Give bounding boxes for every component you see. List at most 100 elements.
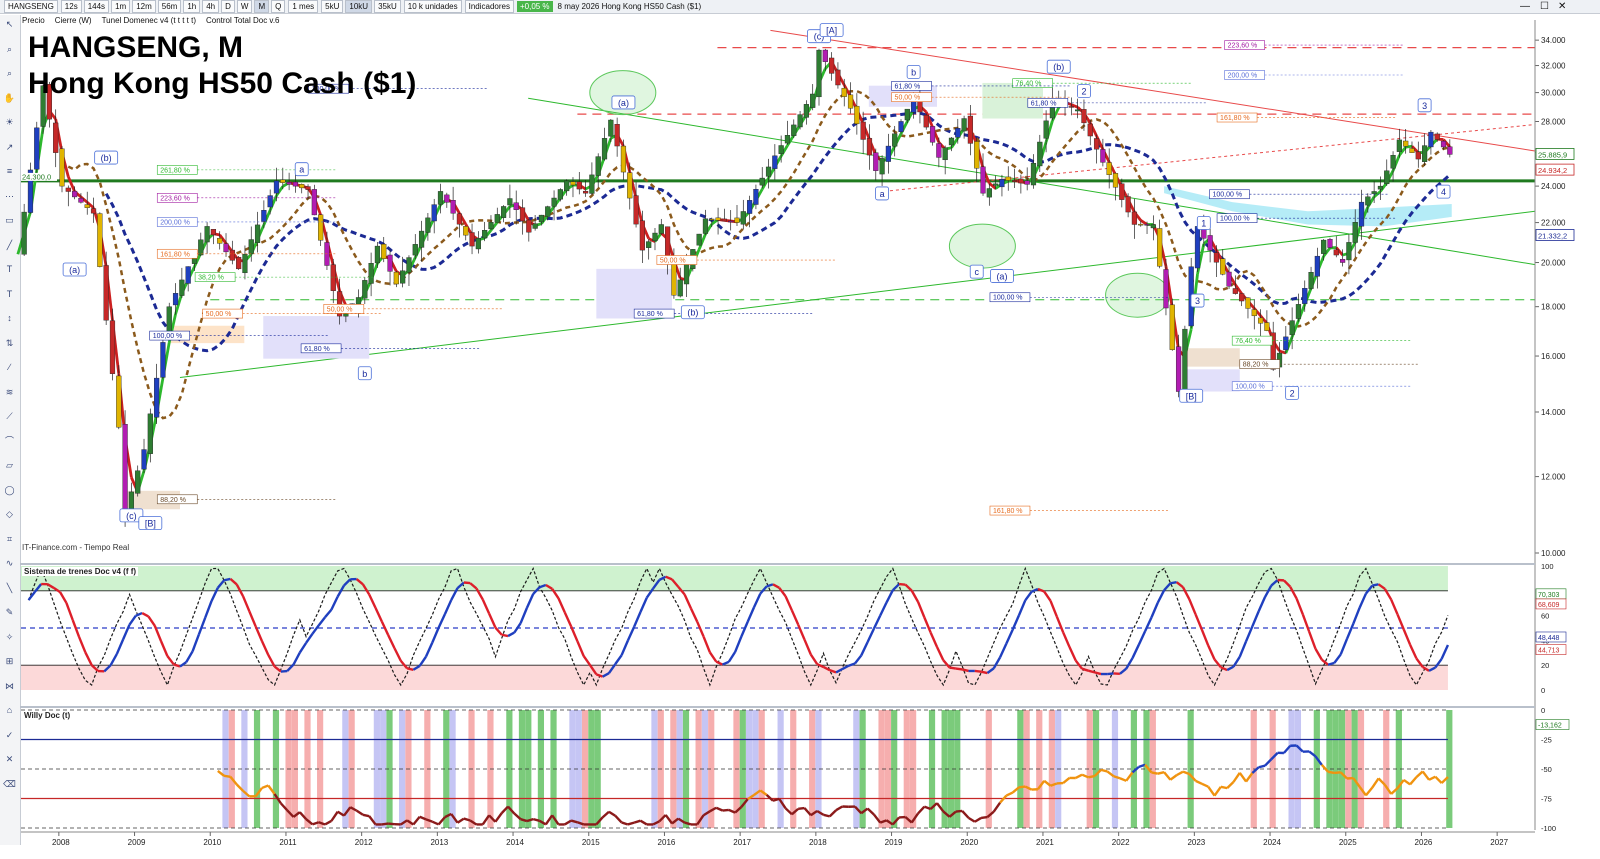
interval-button-144s[interactable]: 144s bbox=[83, 0, 110, 13]
interval-button-q[interactable]: Q bbox=[271, 0, 286, 13]
trains-slow-segment bbox=[576, 640, 585, 657]
fast-average-segment bbox=[779, 144, 789, 157]
trains-last-box bbox=[1535, 631, 1567, 643]
legend-control-total[interactable]: Control Total Doc v.6 bbox=[205, 16, 280, 25]
willy-line-segment bbox=[500, 805, 509, 814]
maximize-icon[interactable]: ☐ bbox=[1540, 1, 1549, 12]
willy-line-segment bbox=[917, 805, 926, 815]
willy-line-segment bbox=[1415, 770, 1424, 779]
drawing-tool-10-icon[interactable]: ╱ bbox=[6, 239, 13, 250]
trains-slow-segment bbox=[519, 607, 529, 624]
candle-body bbox=[217, 237, 223, 244]
drawing-tool-4-icon[interactable]: ✋ bbox=[3, 92, 16, 103]
drawing-tool-29-icon[interactable]: ⌂ bbox=[6, 705, 13, 715]
drawing-tool-2-icon[interactable]: ⌕ bbox=[6, 43, 13, 54]
tick-button-35ku[interactable]: 35kU bbox=[374, 0, 401, 13]
trains-slow-segment bbox=[1088, 669, 1095, 674]
close-icon[interactable]: ✕ bbox=[1558, 1, 1567, 12]
indicators-button[interactable]: Indicadores bbox=[464, 0, 514, 13]
candle-body bbox=[860, 121, 866, 140]
candle-body bbox=[273, 180, 280, 194]
interval-button-4h[interactable]: 4h bbox=[202, 0, 220, 13]
drawing-tool-23-icon[interactable]: ∿ bbox=[5, 558, 14, 568]
drawing-tool-7-icon[interactable]: ≡ bbox=[6, 166, 13, 176]
candle-body bbox=[513, 202, 519, 210]
interval-button-1h[interactable]: 1h bbox=[183, 0, 201, 13]
trains-slow-segment bbox=[1390, 599, 1399, 615]
interval-button-d[interactable]: D bbox=[221, 0, 235, 13]
candle-body bbox=[646, 241, 652, 248]
willy-signal-bar bbox=[304, 710, 311, 828]
interval-button-56m[interactable]: 56m bbox=[157, 0, 182, 13]
drawing-tool-18-icon[interactable]: ⌒ bbox=[4, 435, 14, 446]
candle-body bbox=[841, 87, 847, 97]
fast-average-segment bbox=[1366, 196, 1376, 208]
drawing-tool-30-icon[interactable]: ✓ bbox=[5, 729, 14, 740]
tick-button-10ku[interactable]: 10kU bbox=[345, 0, 373, 13]
drawing-tool-3-icon[interactable]: ⌕ bbox=[6, 68, 13, 78]
minimize-icon[interactable]: — bbox=[1520, 1, 1530, 12]
drawing-tool-9-icon[interactable]: ▭ bbox=[5, 215, 14, 225]
candle-body bbox=[929, 126, 936, 143]
drawing-tool-25-icon[interactable]: ✎ bbox=[5, 607, 14, 617]
drawing-tool-6-icon[interactable]: ↗ bbox=[5, 141, 14, 152]
tick-button-5ku[interactable]: 5kU bbox=[321, 0, 344, 13]
drawing-tool-21-icon[interactable]: ◇ bbox=[6, 509, 13, 519]
drawing-tool-28-icon[interactable]: ⋈ bbox=[5, 680, 14, 691]
willy-line-segment bbox=[601, 810, 610, 819]
fast-average-segment bbox=[1234, 283, 1243, 295]
drawing-tool-24-icon[interactable]: ╲ bbox=[6, 582, 13, 593]
interval-button-12s[interactable]: 12s bbox=[60, 0, 82, 13]
fast-average-segment bbox=[1051, 106, 1060, 122]
drawing-tool-26-icon[interactable]: ✧ bbox=[5, 631, 14, 642]
trains-slow-segment bbox=[166, 655, 175, 666]
units-selector[interactable]: 10 k unidades bbox=[403, 0, 462, 13]
trains-slow-segment bbox=[1017, 599, 1027, 616]
drawing-tool-22-icon[interactable]: ⌗ bbox=[6, 533, 13, 544]
drawing-tool-11-icon[interactable]: T bbox=[6, 264, 13, 274]
trains-slow-segment bbox=[626, 626, 636, 642]
drawing-tool-14-icon[interactable]: ⇅ bbox=[5, 337, 14, 348]
candle-body bbox=[179, 279, 185, 296]
left-level-box bbox=[21, 172, 57, 181]
drawing-tool-19-icon[interactable]: ▱ bbox=[6, 460, 13, 470]
candle-body bbox=[318, 214, 324, 241]
wave-label-box bbox=[680, 305, 705, 320]
legend-close-weekly[interactable]: Cierre (W) bbox=[54, 16, 92, 25]
panel-separator-2[interactable] bbox=[20, 706, 1535, 708]
drawing-tool-1-icon[interactable]: ↖ bbox=[5, 19, 14, 29]
drawing-tool-5-icon[interactable]: ☀ bbox=[5, 117, 14, 127]
fib-label: 61,80 % bbox=[1031, 100, 1057, 107]
drawing-tool-13-icon[interactable]: ↕ bbox=[7, 313, 12, 323]
drawing-tool-20-icon[interactable]: ◯ bbox=[4, 484, 15, 495]
drawing-tool-17-icon[interactable]: ⟋ bbox=[6, 411, 13, 421]
drawing-tool-32-icon[interactable]: ⌫ bbox=[3, 778, 16, 789]
trains-slow-segment bbox=[545, 583, 553, 590]
drawing-tool-8-icon[interactable]: ⋯ bbox=[5, 190, 14, 201]
range-selector[interactable]: 1 mes bbox=[288, 0, 319, 13]
candle-body bbox=[557, 189, 563, 200]
willy-line-segment bbox=[1251, 766, 1260, 774]
trains-slow-segment bbox=[59, 591, 68, 604]
drawing-tool-27-icon[interactable]: ⊞ bbox=[5, 656, 14, 666]
trains-slow-segment bbox=[147, 615, 156, 627]
interval-button-1m[interactable]: 1m bbox=[111, 0, 131, 13]
legend-tunnel[interactable]: Tunel Domenec v4 (t t t t t) bbox=[101, 16, 196, 25]
legend-price[interactable]: Precio bbox=[22, 16, 45, 25]
candle-body bbox=[904, 108, 910, 121]
interval-button-m[interactable]: M bbox=[254, 0, 270, 13]
willy-line-segment bbox=[923, 805, 932, 811]
drawing-tool-12-icon[interactable]: T bbox=[6, 288, 13, 299]
interval-button-12m[interactable]: 12m bbox=[132, 0, 156, 13]
trains-slow-segment bbox=[324, 608, 333, 618]
drawing-tool-15-icon[interactable]: ∕ bbox=[8, 362, 11, 372]
trains-slow-segment bbox=[620, 640, 629, 656]
candle-body bbox=[1422, 145, 1428, 162]
panel-separator-1[interactable] bbox=[20, 563, 1535, 565]
symbol-selector[interactable]: HANGSENG bbox=[4, 0, 58, 13]
drawing-tool-31-icon[interactable]: ✕ bbox=[5, 754, 14, 764]
drawing-tool-16-icon[interactable]: ≋ bbox=[5, 386, 14, 397]
trains-slow-segment bbox=[210, 587, 219, 602]
interval-button-w[interactable]: W bbox=[236, 0, 253, 13]
